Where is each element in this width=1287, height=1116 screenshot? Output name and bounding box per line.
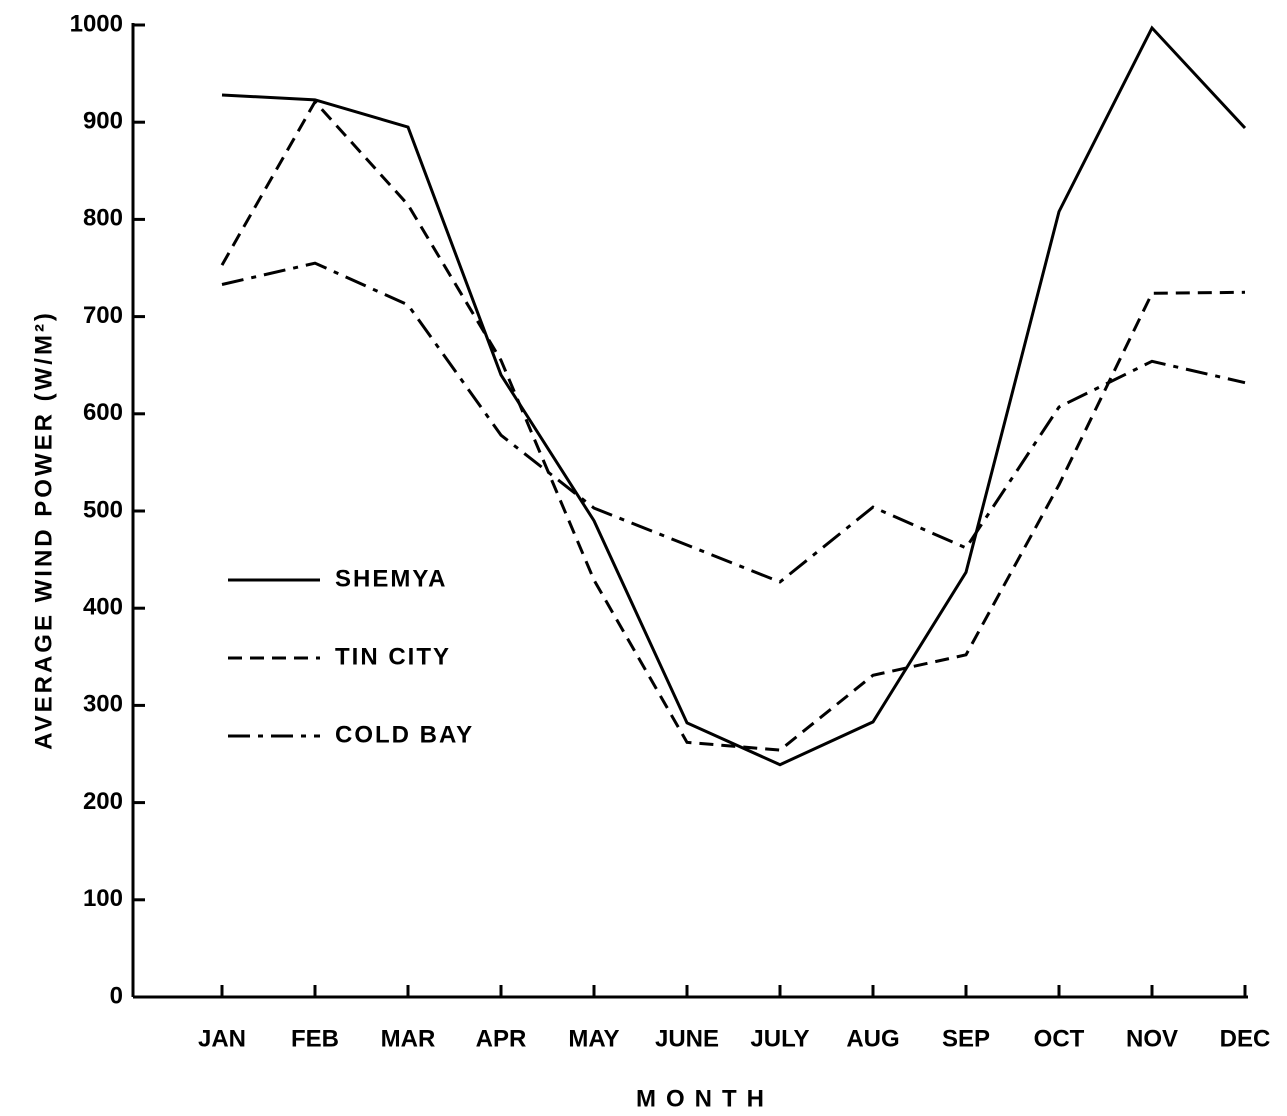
x-tick-label: NOV [1126,1025,1178,1052]
x-tick-label: OCT [1034,1025,1085,1052]
x-tick-label: JAN [198,1025,246,1052]
y-tick-label: 0 [110,982,123,1009]
x-tick-label: AUG [846,1025,899,1052]
x-tick-label: FEB [291,1025,339,1052]
y-tick-label: 600 [83,399,123,426]
x-axis-label: MONTH [636,1085,774,1112]
x-tick-label: MAY [568,1025,619,1052]
x-tick-label: MAR [381,1025,436,1052]
x-tick-label: JULY [750,1025,809,1052]
y-tick-label: 800 [83,205,123,232]
x-tick-label: JUNE [655,1025,719,1052]
y-tick-label: 700 [83,302,123,329]
y-tick-label: 100 [83,885,123,912]
series-line [221,261,1246,584]
x-tick-label: DEC [1220,1025,1271,1052]
series-line [220,99,1246,752]
y-tick-label: 1000 [70,10,123,37]
x-tick-label: APR [476,1025,527,1052]
y-tick-label: 900 [83,108,123,135]
series-line [221,25,1247,767]
legend-label: SHEMYA [335,565,447,592]
y-tick-label: 300 [83,691,123,718]
y-axis-label: AVERAGE WIND POWER (W/M²) [30,310,57,750]
x-tick-label: SEP [942,1025,990,1052]
y-tick-label: 500 [83,496,123,523]
legend-label: TIN CITY [335,643,451,670]
y-tick-label: 400 [83,594,123,621]
legend-label: COLD BAY [335,721,474,748]
y-tick-label: 200 [83,788,123,815]
